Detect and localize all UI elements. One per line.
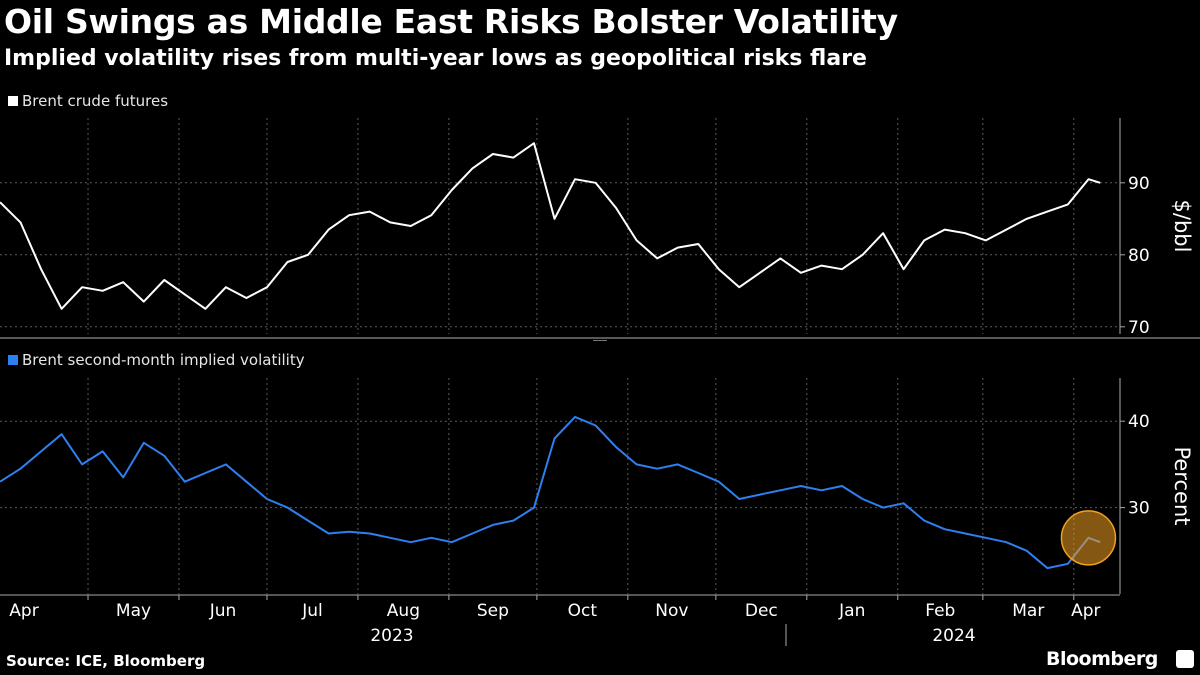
y-tick-label: 40 (1128, 412, 1150, 432)
chart-subtitle: Implied volatility rises from multi-year… (4, 46, 867, 71)
legend-label-vol: Brent second-month implied volatility (22, 351, 305, 369)
x-tick-label: May (116, 601, 151, 621)
top-panel-grid (0, 118, 1120, 334)
vol-line (0, 415, 1101, 570)
x-tick-label: Apr (1071, 601, 1100, 621)
x-axis: Apr May Jun Jul Aug Sep Oct Nov Dec Jan Feb Mar Apr 2… (0, 594, 1120, 646)
brent-line (0, 142, 1101, 310)
x-tick-label: Jul (301, 601, 323, 621)
legend-swatch-vol (8, 355, 18, 365)
top-panel-y-axis: 70 80 90 $/bbl (1119, 118, 1194, 338)
bottom-panel-grid (0, 378, 1120, 594)
legend-brent: Brent crude futures (8, 92, 168, 110)
x-tick-label: Feb (925, 601, 955, 621)
legend-vol: Brent second-month implied volatility (8, 351, 305, 369)
y-axis-title: Percent (1170, 446, 1194, 525)
y-tick-label: 80 (1128, 246, 1150, 266)
source-note: Source: ICE, Bloomberg (6, 652, 206, 670)
y-tick-label: 90 (1128, 174, 1150, 194)
year-label-2024: 2024 (932, 626, 975, 646)
x-tick-label: Apr (9, 601, 38, 621)
bottom-panel-y-axis: 30 40 Percent (1119, 378, 1194, 594)
brent-series (0, 142, 1101, 310)
x-tick-label: Sep (477, 601, 509, 621)
y-axis-title: $/bbl (1170, 200, 1194, 253)
x-tick-label: Jun (209, 601, 237, 621)
year-label-2023: 2023 (370, 626, 413, 646)
highlight-circle (1060, 510, 1117, 566)
y-tick-label: 30 (1128, 499, 1150, 519)
legend-swatch-brent (8, 96, 18, 106)
x-tick-label: Dec (745, 601, 778, 621)
bloomberg-terminal-icon (1176, 650, 1194, 668)
x-tick-label: Oct (568, 601, 598, 621)
bloomberg-logo: Bloomberg (1046, 648, 1158, 670)
chart-title: Oil Swings as Middle East Risks Bolster … (4, 2, 898, 41)
legend-label-brent: Brent crude futures (22, 92, 169, 110)
x-tick-label: Mar (1012, 601, 1044, 621)
x-tick-label: Nov (655, 601, 688, 621)
vol-series (0, 415, 1117, 570)
y-tick-label: 70 (1128, 318, 1150, 338)
x-tick-label: Jan (838, 601, 865, 621)
x-tick-label: Aug (387, 601, 420, 621)
